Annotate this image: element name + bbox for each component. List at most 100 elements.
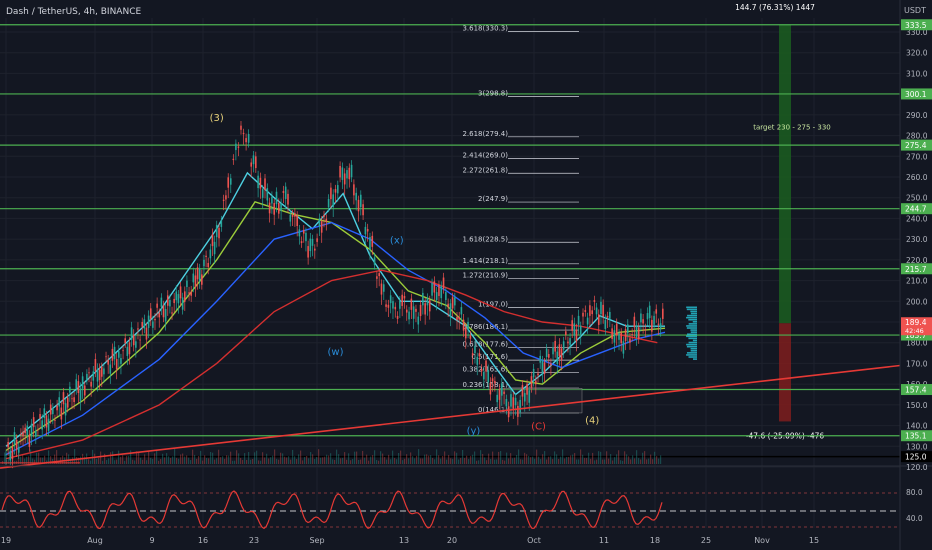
- time-axis[interactable]: 19 Aug 9 16 23 Sep 13 20 Oct 11 18 25 Nov 15: [1, 536, 819, 545]
- candle-body: [550, 363, 552, 366]
- candle-body: [203, 259, 205, 267]
- target-upper-label: 144.7 (76.31%) 1447: [735, 3, 815, 12]
- volume-bar: [160, 459, 162, 464]
- candle-body: [201, 274, 203, 285]
- candle-body: [541, 359, 544, 373]
- y-tick-label: 280.0: [906, 132, 928, 141]
- volume-bar: [240, 458, 242, 464]
- candle-body: [190, 291, 192, 296]
- volume-bar: [560, 456, 562, 464]
- volume-bars: [2, 449, 662, 464]
- volume-bar: [54, 454, 56, 464]
- candle-body: [282, 191, 285, 193]
- candle-body: [284, 186, 287, 199]
- volume-bar: [258, 460, 260, 464]
- volume-profile-bar: [686, 327, 697, 329]
- fib-level-label: 0.618(177.6): [462, 341, 508, 349]
- volume-bar: [26, 456, 28, 464]
- candle-body: [54, 420, 56, 421]
- candle-body: [618, 333, 620, 340]
- candle-body: [560, 348, 563, 360]
- x-tick-label: 19: [1, 536, 11, 545]
- volume-bar: [22, 454, 24, 464]
- candle-body: [415, 308, 417, 312]
- y-tick-label: 210.0: [906, 277, 928, 286]
- volume-bar: [452, 459, 454, 464]
- candle-body: [348, 167, 351, 180]
- price-axis[interactable]: 120.0130.0140.0150.0160.0170.0180.0190.0…: [899, 0, 928, 550]
- candle-body: [431, 283, 433, 296]
- y-tick-label: 200.0: [906, 297, 928, 306]
- candle-body: [357, 199, 360, 212]
- level-badge-text: 183.7: [905, 331, 927, 340]
- candle-body: [34, 430, 37, 437]
- candle-body: [609, 311, 611, 319]
- candle-body: [289, 214, 292, 222]
- candle-body: [382, 284, 385, 292]
- candle-body: [577, 315, 580, 325]
- volume-bar: [514, 457, 516, 464]
- candle-body: [330, 187, 332, 200]
- volume-bar: [438, 455, 440, 464]
- volume-bar: [270, 457, 272, 464]
- volume-bar: [24, 458, 26, 464]
- candle-body: [143, 319, 146, 329]
- volume-bar: [554, 451, 556, 464]
- candle-body: [79, 388, 82, 401]
- candle-body: [579, 325, 582, 335]
- volume-bar: [518, 449, 520, 464]
- volume-bar: [624, 451, 626, 464]
- candle-body: [242, 132, 245, 135]
- volume-bar: [264, 457, 266, 464]
- volume-bar: [506, 452, 508, 464]
- candle-body: [100, 366, 103, 377]
- candle-body: [480, 368, 483, 372]
- volume-bar: [276, 458, 278, 464]
- candle-body: [261, 189, 264, 198]
- volume-profile-bar: [690, 312, 697, 315]
- x-tick-label: 25: [701, 536, 711, 545]
- candle-body: [268, 202, 271, 214]
- volume-bar: [304, 457, 306, 464]
- volume-bar: [50, 456, 52, 464]
- candle-body: [327, 198, 330, 208]
- candle-body: [147, 315, 150, 328]
- volume-bar: [424, 454, 426, 464]
- volume-bar: [644, 451, 646, 464]
- y-tick-label: 150.0: [906, 401, 928, 410]
- volume-profile-bar: [692, 321, 697, 323]
- volume-bar: [104, 453, 106, 464]
- candle-body: [52, 408, 54, 415]
- candle-body: [385, 304, 387, 307]
- volume-bar: [142, 459, 144, 464]
- volume-bar: [370, 456, 372, 464]
- candle-body: [613, 330, 616, 343]
- y-tick-label: 330.0: [906, 28, 928, 37]
- trendline[interactable]: [0, 364, 901, 469]
- volume-bar: [30, 449, 32, 464]
- candle-body: [237, 146, 240, 148]
- candle-body: [526, 383, 528, 395]
- countdown-text: 42:46: [905, 327, 924, 335]
- y-tick-label: 240.0: [906, 214, 928, 223]
- support-trendline: [0, 364, 901, 469]
- candle-body: [366, 228, 369, 232]
- volume-bar: [468, 459, 470, 464]
- volume-bar: [458, 459, 460, 464]
- volume-bar: [366, 454, 368, 464]
- volume-bar: [420, 458, 422, 464]
- candle-body: [422, 292, 424, 306]
- candle-body: [438, 284, 440, 296]
- volume-bar: [494, 459, 496, 464]
- volume-bar: [490, 459, 492, 464]
- y-tick-label: 250.0: [906, 194, 928, 203]
- candle-body: [69, 386, 71, 393]
- volume-bar: [580, 449, 582, 464]
- candle-body: [156, 303, 158, 308]
- volume-bar: [422, 458, 424, 464]
- x-tick-label: 13: [399, 536, 409, 545]
- volume-bar: [344, 452, 346, 464]
- candle-body: [139, 339, 141, 341]
- volume-profile-bar: [686, 325, 697, 327]
